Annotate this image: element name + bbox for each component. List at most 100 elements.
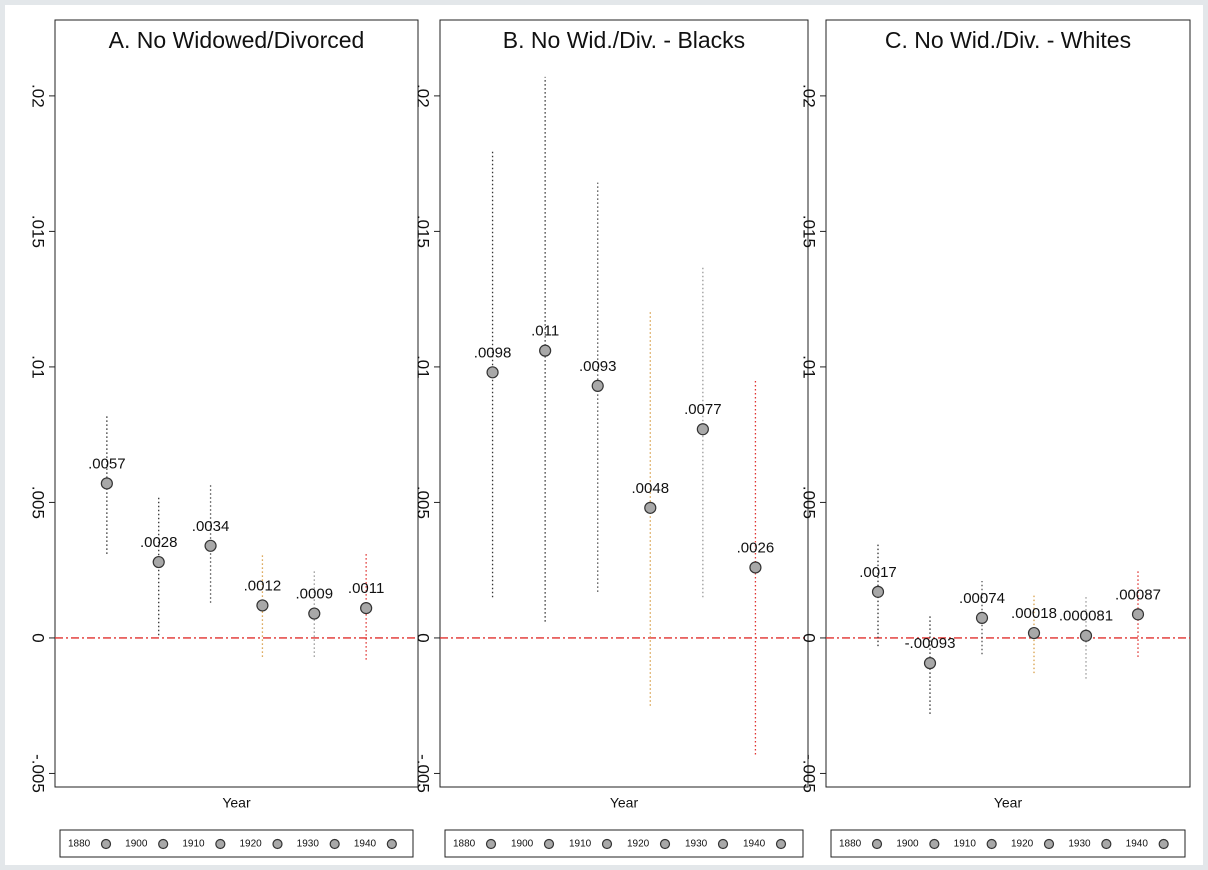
y-tick-label: .02 xyxy=(414,84,433,108)
plot-area xyxy=(439,19,809,788)
legend-label: 1920 xyxy=(1011,839,1034,850)
legend-label: 1930 xyxy=(297,839,320,850)
legend-label: 1880 xyxy=(453,839,476,850)
point-estimate xyxy=(591,379,604,392)
y-tick-label: .015 xyxy=(29,215,48,248)
data-label: -.00093 xyxy=(905,635,956,652)
y-tick-label: .01 xyxy=(800,355,819,379)
point-estimate xyxy=(486,366,499,379)
legend-marker xyxy=(100,838,112,850)
legend-marker xyxy=(272,838,283,850)
panel-title: A. No Widowed/Divorced xyxy=(109,27,365,53)
legend-marker xyxy=(386,838,397,850)
x-axis-label: Year xyxy=(222,795,251,811)
point-estimate xyxy=(1131,608,1145,621)
data-label: .0011 xyxy=(348,580,384,597)
y-tick-label: 0 xyxy=(800,633,819,642)
data-label: .00087 xyxy=(1115,586,1161,603)
legend-marker xyxy=(485,838,497,850)
legend-label: 1900 xyxy=(511,839,534,850)
point-estimate xyxy=(871,585,885,598)
legend xyxy=(830,829,1186,858)
legend-marker xyxy=(1043,838,1055,850)
data-label: .0026 xyxy=(737,539,775,556)
y-tick-label: -.005 xyxy=(800,754,819,793)
legend-label: 1910 xyxy=(954,839,977,850)
legend-marker xyxy=(1101,838,1112,850)
y-tick-label: .01 xyxy=(29,355,48,379)
data-label: .0009 xyxy=(296,586,334,603)
legend-label: 1880 xyxy=(68,839,91,850)
data-label: .000081 xyxy=(1059,608,1113,625)
point-estimate xyxy=(644,501,657,514)
legend-marker xyxy=(158,838,169,850)
legend-marker xyxy=(601,838,613,850)
legend-marker xyxy=(543,838,555,850)
legend xyxy=(444,829,804,858)
legend-marker xyxy=(717,838,729,850)
data-label: .0057 xyxy=(88,455,126,472)
legend-label: 1940 xyxy=(1126,839,1149,850)
legend-label: 1940 xyxy=(354,839,377,850)
data-label: .0048 xyxy=(632,480,670,497)
point-estimate xyxy=(539,344,552,357)
legend-marker xyxy=(659,838,671,850)
point-estimate xyxy=(360,602,373,615)
point-estimate xyxy=(100,477,113,490)
legend-label: 1910 xyxy=(569,839,592,850)
legend-marker xyxy=(329,838,340,850)
point-estimate xyxy=(696,423,709,436)
legend xyxy=(59,829,414,858)
data-label: .0034 xyxy=(192,518,230,535)
legend-label: 1920 xyxy=(240,839,263,850)
legend-label: 1900 xyxy=(125,839,148,850)
data-label: .0093 xyxy=(579,358,617,375)
y-tick-label: 0 xyxy=(29,633,48,642)
data-label: .0017 xyxy=(859,564,897,581)
legend-marker xyxy=(1158,838,1169,850)
legend-marker xyxy=(775,838,787,850)
legend-marker xyxy=(871,838,883,850)
plot-area xyxy=(54,19,419,788)
legend-label: 1930 xyxy=(685,839,708,850)
point-estimate xyxy=(204,539,217,552)
data-label: .0098 xyxy=(474,344,512,361)
point-estimate xyxy=(152,555,165,569)
point-estimate xyxy=(308,607,321,620)
y-tick-label: .005 xyxy=(800,486,819,519)
point-estimate xyxy=(749,561,762,574)
panel-title: C. No Wid./Div. - Whites xyxy=(885,27,1131,53)
data-label: .00018 xyxy=(1011,605,1057,622)
point-estimate xyxy=(1027,626,1041,640)
y-tick-label: -.005 xyxy=(29,754,48,793)
legend-label: 1930 xyxy=(1068,839,1091,850)
y-tick-label: .015 xyxy=(800,215,819,248)
y-tick-label: .005 xyxy=(29,486,48,519)
y-tick-label: .015 xyxy=(414,215,433,248)
legend-label: 1910 xyxy=(182,839,205,850)
legend-marker xyxy=(929,838,940,850)
panel-title: B. No Wid./Div. - Blacks xyxy=(503,27,745,53)
legend-marker xyxy=(215,838,226,850)
x-axis-label: Year xyxy=(610,795,639,811)
point-estimate xyxy=(256,599,269,612)
y-tick-label: .005 xyxy=(414,486,433,519)
data-label: .0077 xyxy=(684,401,722,418)
data-label: .00074 xyxy=(959,590,1005,607)
point-estimate xyxy=(1079,629,1093,642)
data-label: .0028 xyxy=(140,534,178,551)
data-label: .0012 xyxy=(244,577,282,594)
data-label: .011 xyxy=(531,323,559,340)
legend-label: 1900 xyxy=(896,839,919,850)
legend-label: 1940 xyxy=(743,839,766,850)
y-tick-label: 0 xyxy=(414,633,433,642)
y-tick-label: .02 xyxy=(29,84,48,108)
y-tick-label: .02 xyxy=(800,84,819,108)
legend-label: 1920 xyxy=(627,839,650,850)
legend-marker xyxy=(986,838,997,850)
point-estimate xyxy=(975,611,989,624)
legend-label: 1880 xyxy=(839,839,862,850)
y-tick-label: -.005 xyxy=(414,754,433,793)
point-estimate xyxy=(923,657,937,670)
